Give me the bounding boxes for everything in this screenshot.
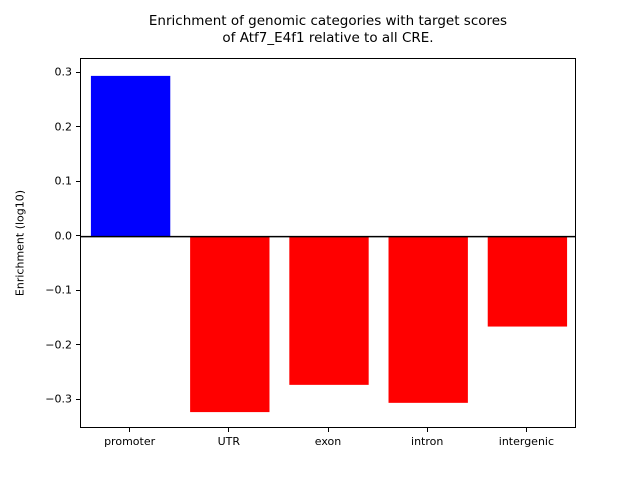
y-tick-mark bbox=[76, 344, 80, 346]
x-tick-label-intron: intron bbox=[411, 435, 444, 448]
bar-intron bbox=[388, 236, 468, 403]
bar-promoter bbox=[90, 75, 171, 237]
bar-chart-canvas bbox=[81, 75, 575, 413]
y-tick-mark bbox=[76, 126, 80, 128]
x-tick-label-promoter: promoter bbox=[104, 435, 156, 448]
x-tick-mark bbox=[426, 428, 428, 432]
y-tick-label: 0.0 bbox=[54, 229, 73, 243]
y-tick-mark bbox=[76, 398, 80, 400]
x-tick-mark bbox=[327, 428, 329, 432]
y-tick-mark bbox=[76, 180, 80, 182]
bar-exon bbox=[289, 236, 369, 385]
x-tick-label-UTR: UTR bbox=[217, 435, 241, 448]
y-tick-label: 0.1 bbox=[54, 174, 73, 188]
y-tick-label: 0.3 bbox=[54, 65, 73, 79]
y-tick-label: −0.1 bbox=[45, 283, 72, 297]
x-tick-label-intergenic: intergenic bbox=[498, 435, 555, 448]
y-tick-label: −0.3 bbox=[45, 392, 72, 406]
bar-intergenic bbox=[487, 236, 568, 327]
y-tick-mark bbox=[76, 71, 80, 73]
y-tick-mark bbox=[76, 289, 80, 291]
y-tick-mark bbox=[76, 235, 80, 237]
bar-UTR bbox=[190, 236, 270, 413]
x-tick-mark bbox=[129, 428, 131, 432]
plot-area bbox=[80, 58, 576, 428]
x-tick-mark bbox=[525, 428, 527, 432]
chart-title-line-2: of Atf7_E4f1 relative to all CRE. bbox=[222, 29, 434, 46]
chart-title: Enrichment of genomic categories with ta… bbox=[80, 13, 576, 47]
chart-title-line-1: Enrichment of genomic categories with ta… bbox=[148, 13, 508, 29]
y-axis-label: Enrichment (log10) bbox=[13, 189, 27, 297]
x-tick-label-exon: exon bbox=[314, 435, 342, 448]
y-tick-label: −0.2 bbox=[45, 338, 72, 352]
x-tick-mark bbox=[228, 428, 230, 432]
y-tick-label: 0.2 bbox=[54, 120, 73, 134]
